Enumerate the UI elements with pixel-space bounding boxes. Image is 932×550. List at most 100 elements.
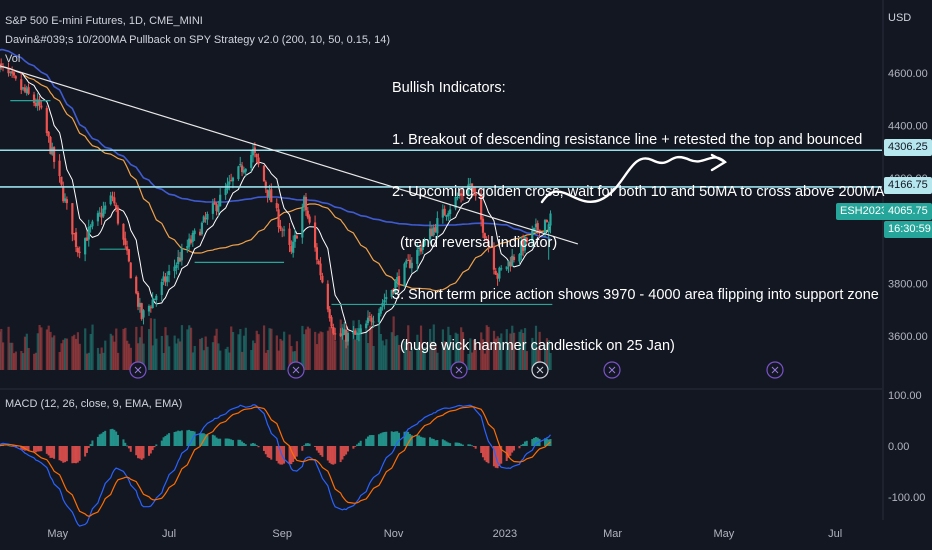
volume-bar	[367, 343, 370, 370]
candle-body	[47, 131, 50, 137]
macd-histogram-bar	[359, 440, 362, 446]
macd-histogram-bar	[224, 438, 227, 446]
volume-bar	[294, 351, 297, 370]
candle-body	[304, 196, 308, 211]
volume-bar	[385, 339, 388, 370]
macd-histogram-bar	[62, 446, 65, 463]
candle-body	[122, 223, 125, 240]
volume-bar	[292, 351, 295, 370]
candle-body	[366, 317, 370, 324]
volume-bar	[339, 319, 342, 370]
volume-bar	[281, 340, 284, 370]
volume-bar	[0, 328, 3, 370]
macd-histogram-bar	[456, 442, 459, 446]
volume-bar	[434, 345, 437, 370]
macd-histogram-bar	[306, 443, 309, 446]
candle-body	[534, 223, 537, 228]
candle-body	[147, 305, 151, 312]
macd-histogram-bar	[303, 445, 306, 447]
candle-body	[346, 332, 350, 342]
volume-bar	[49, 331, 52, 370]
volume-bar	[122, 328, 125, 370]
volume-bar	[142, 343, 145, 370]
macd-histogram-bar	[244, 444, 247, 446]
volume-bar	[219, 350, 222, 370]
macd-histogram-bar	[60, 446, 63, 462]
candle-body	[175, 264, 178, 268]
macd-histogram-bar	[252, 443, 255, 446]
macd-histogram-bar	[534, 437, 537, 446]
volume-bar	[445, 342, 448, 370]
macd-histogram-bar	[204, 434, 207, 446]
candle-body	[511, 255, 514, 267]
volume-bar	[346, 341, 350, 370]
macd-histogram-bar	[241, 441, 244, 446]
volume-bar	[461, 332, 465, 370]
macd-histogram-bar	[257, 446, 260, 448]
volume-bar	[303, 334, 306, 370]
macd-histogram-bar	[253, 443, 256, 446]
volume-bar	[162, 352, 165, 370]
macd-histogram-bar	[513, 446, 515, 451]
volume-bar	[100, 347, 103, 370]
macd-histogram-bar	[472, 446, 475, 447]
volume-bar	[306, 326, 309, 370]
event-marker-glyph	[608, 366, 616, 374]
candle-body	[9, 71, 12, 73]
time-axis-label: Mar	[603, 528, 622, 540]
volume-bar	[266, 350, 269, 370]
macd-histogram-bar	[36, 446, 39, 452]
candle-body	[76, 247, 79, 253]
macd-histogram-bar	[277, 446, 280, 464]
volume-bar	[538, 331, 541, 370]
volume-bar	[76, 332, 80, 370]
volume-bar	[115, 328, 118, 370]
candle-body	[319, 263, 322, 276]
macd-histogram-bar	[58, 446, 61, 461]
macd-histogram-bar	[498, 446, 501, 467]
candle-body	[36, 99, 39, 107]
macd-histogram-bar	[383, 431, 386, 446]
macd-histogram-bar	[137, 446, 140, 459]
candle-body	[104, 205, 107, 210]
candle-body	[520, 240, 523, 256]
volume-bar	[199, 338, 202, 370]
macd-histogram-bar	[65, 446, 68, 462]
volume-bar	[188, 325, 191, 370]
candlesticks	[0, 58, 552, 349]
candle-body	[483, 233, 486, 239]
macd-histogram-bar	[522, 443, 525, 446]
candle-body	[536, 223, 539, 230]
macd-histogram-bar	[115, 431, 118, 446]
volume-bar	[359, 324, 362, 370]
candle-body	[186, 246, 189, 249]
volume-bar	[7, 326, 10, 370]
macd-histogram-bar	[346, 446, 349, 452]
volume-bar	[0, 331, 1, 370]
volume-bar	[200, 337, 204, 370]
candle-body	[251, 149, 255, 156]
candle-body	[313, 222, 317, 248]
macd-histogram-bar	[319, 446, 322, 456]
macd-histogram-bar	[175, 431, 178, 446]
candle-body	[277, 209, 280, 228]
volume-bar	[53, 335, 56, 370]
candle-body	[330, 317, 333, 327]
volume-bar	[213, 335, 216, 370]
candle-body	[419, 247, 423, 252]
macd-histogram-bar	[9, 445, 12, 447]
macd-histogram-bar	[511, 446, 514, 453]
macd-histogram-bar	[151, 446, 154, 451]
volume-bar	[179, 341, 182, 370]
macd-histogram-bar	[443, 440, 446, 446]
candle-body	[202, 216, 205, 223]
volume-bar	[471, 352, 474, 370]
macd-histogram-bar	[109, 429, 112, 446]
candle-body	[354, 330, 357, 335]
macd-histogram-bar	[544, 438, 547, 446]
candle-body	[219, 194, 222, 207]
volume-bar	[164, 327, 167, 370]
volume-bar	[441, 329, 445, 370]
volume-bar	[224, 348, 227, 370]
